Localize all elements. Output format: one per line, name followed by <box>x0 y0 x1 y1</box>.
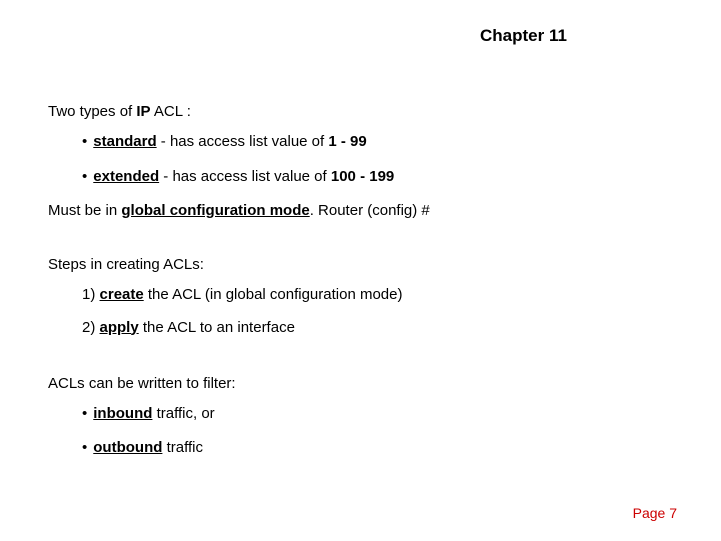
list-item: • outbound traffic <box>82 438 673 458</box>
intro-prefix: Two types of <box>48 103 136 120</box>
list-item: • extended - has access list value of 100… <box>82 167 673 187</box>
filter-list: • inbound traffic, or • outbound traffic <box>82 404 673 459</box>
intro-ip: IP <box>136 103 150 120</box>
bullet-icon: • <box>82 132 87 152</box>
filter-rest: traffic, or <box>152 405 214 422</box>
list-item: • inbound traffic, or <box>82 404 673 424</box>
mode-text: global configuration mode <box>121 202 309 219</box>
step-num: 2) <box>82 319 100 336</box>
step-action: create <box>100 286 144 303</box>
type-range: 1 - 99 <box>328 133 366 150</box>
type-term: extended <box>93 168 159 185</box>
step-num: 1) <box>82 286 100 303</box>
filter-term: outbound <box>93 439 162 456</box>
intro-line: Two types of IP ACL : <box>48 102 673 122</box>
bullet-icon: • <box>82 404 87 424</box>
steps-list: 1) create the ACL (in global configurati… <box>82 285 673 338</box>
bullet-icon: • <box>82 438 87 458</box>
intro-after: ACL : <box>151 103 191 120</box>
steps-heading: Steps in creating ACLs: <box>48 255 673 275</box>
step-rest: the ACL to an interface <box>139 319 295 336</box>
filter-heading: ACLs can be written to filter: <box>48 374 673 394</box>
type-rest: - has access list value of <box>159 168 331 185</box>
list-item: • standard - has access list value of 1 -… <box>82 132 673 152</box>
mode-line: Must be in global configuration mode. Ro… <box>48 201 673 221</box>
step-rest: the ACL (in global configuration mode) <box>144 286 403 303</box>
step-action: apply <box>100 319 139 336</box>
type-term: standard <box>93 133 156 150</box>
type-range: 100 - 199 <box>331 168 394 185</box>
filter-term: inbound <box>93 405 152 422</box>
mode-prefix: Must be in <box>48 202 121 219</box>
page-content: Two types of IP ACL : • standard - has ac… <box>48 102 673 473</box>
acl-types-list: • standard - has access list value of 1 -… <box>82 132 673 187</box>
list-item: 2) apply the ACL to an interface <box>82 318 673 338</box>
mode-after: . Router (config) # <box>310 202 430 219</box>
page-footer: Page 7 <box>633 505 677 521</box>
filter-rest: traffic <box>162 439 203 456</box>
chapter-header: Chapter 11 <box>480 26 567 46</box>
type-rest: - has access list value of <box>157 133 329 150</box>
list-item: 1) create the ACL (in global configurati… <box>82 285 673 305</box>
bullet-icon: • <box>82 167 87 187</box>
